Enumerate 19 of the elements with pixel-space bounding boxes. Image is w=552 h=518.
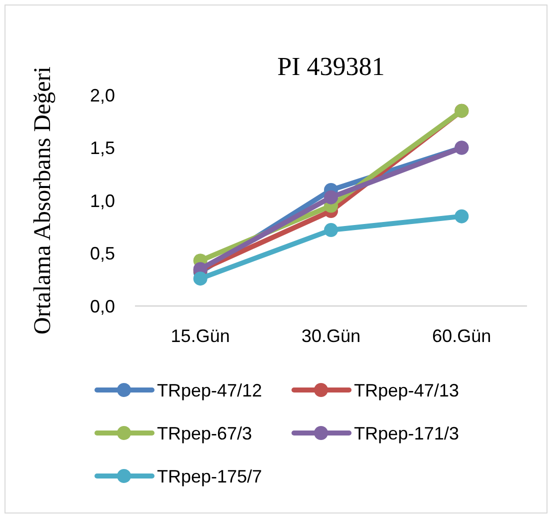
point bbox=[454, 209, 469, 224]
x-tick-label: 15.Gün bbox=[170, 326, 230, 346]
y-tick-label: 2,0 bbox=[90, 85, 115, 106]
legend-label: TRpep-171/3 bbox=[354, 423, 460, 444]
legend-label: TRpep-47/13 bbox=[354, 380, 460, 400]
y-tick-label: 1,5 bbox=[90, 138, 115, 158]
legend-label: TRpep-67/3 bbox=[157, 423, 252, 444]
point bbox=[324, 223, 338, 238]
legend-label: TRpep-175/7 bbox=[157, 466, 262, 486]
x-tick-label: 30.Gün bbox=[301, 326, 361, 346]
x-tick-label: 60.Gün bbox=[432, 326, 492, 346]
y-tick-label: 0,5 bbox=[90, 244, 115, 264]
y-tick-label: 1,0 bbox=[90, 190, 115, 211]
point bbox=[193, 272, 208, 286]
y-axis-title: Ortalama Absorbans Değeri bbox=[30, 66, 56, 334]
point bbox=[324, 190, 338, 204]
y-tick-label: 0,0 bbox=[90, 296, 115, 316]
legend-label: TRpep-47/12 bbox=[157, 380, 262, 400]
chart-title: PI 439381 bbox=[277, 52, 385, 81]
